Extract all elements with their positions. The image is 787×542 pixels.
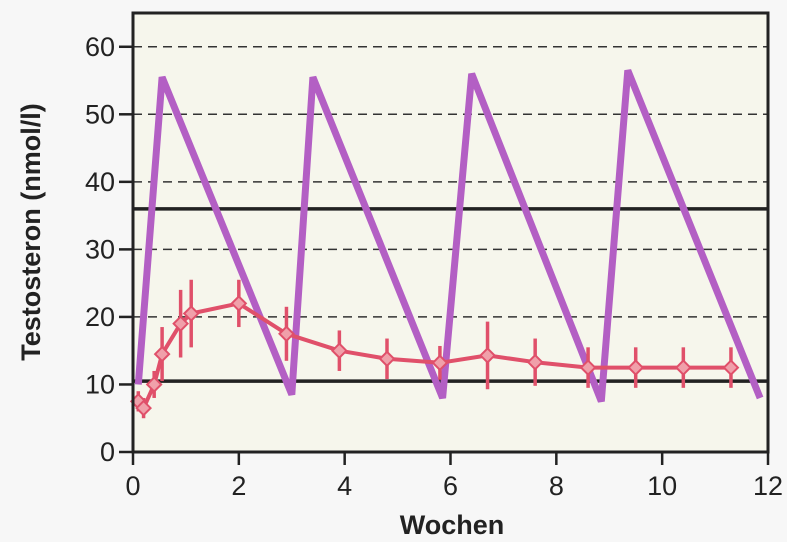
series-line-sawtooth xyxy=(134,69,764,403)
y-tick-label: 0 xyxy=(100,437,115,467)
reference-lines xyxy=(133,207,768,383)
data-point-marker xyxy=(153,345,171,363)
data-point-marker xyxy=(579,359,597,376)
data-point-marker xyxy=(722,359,740,376)
y-tick-label: 60 xyxy=(85,32,115,62)
y-tick-label: 30 xyxy=(85,234,115,264)
data-point-marker xyxy=(278,325,295,343)
y-tick-label: 10 xyxy=(85,369,115,399)
data-point-marker xyxy=(378,350,396,368)
plot-background xyxy=(133,13,768,452)
data-point-marker xyxy=(431,354,449,372)
y-tick-label: 50 xyxy=(85,99,115,129)
x-axis-label: Wochen xyxy=(400,510,505,540)
data-point-marker xyxy=(526,353,544,371)
data-point-marker xyxy=(172,315,190,333)
x-tick-label: 4 xyxy=(337,471,352,501)
x-tick-label: 6 xyxy=(443,471,458,501)
axes: 0 10 20 30 40 50 60 0 2 4 6 8 10 12 xyxy=(85,32,783,501)
data-point-marker xyxy=(230,295,248,312)
x-tick-label: 2 xyxy=(231,471,246,501)
data-point-marker xyxy=(182,305,200,322)
y-tick-label: 20 xyxy=(85,302,115,332)
series xyxy=(129,69,764,419)
x-tick-label: 0 xyxy=(125,471,140,501)
data-point-marker xyxy=(674,359,692,376)
data-point-marker xyxy=(145,376,163,393)
x-tick-label: 8 xyxy=(549,471,564,501)
data-point-marker xyxy=(627,359,645,376)
y-tick-label: 40 xyxy=(85,167,115,197)
x-tick-label: 10 xyxy=(647,471,677,501)
y-axis-label: Testosteron (nmol/l) xyxy=(16,103,46,361)
data-point-marker xyxy=(479,347,496,364)
x-tick-label: 12 xyxy=(753,471,783,501)
data-point-marker xyxy=(330,342,348,360)
data-point-marker xyxy=(135,399,152,417)
